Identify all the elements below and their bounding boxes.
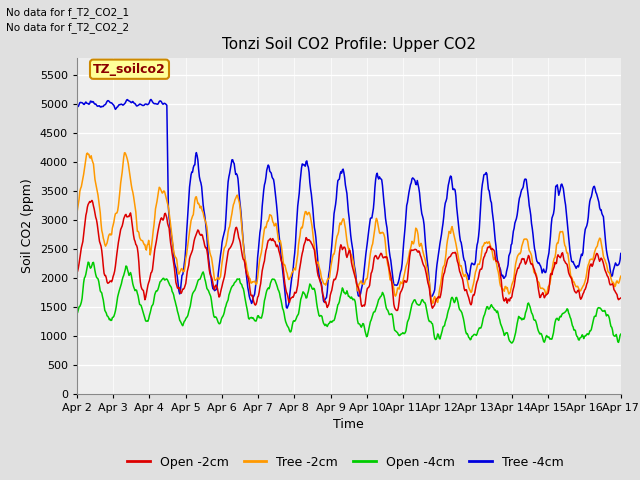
Legend: Open -2cm, Tree -2cm, Open -4cm, Tree -4cm: Open -2cm, Tree -2cm, Open -4cm, Tree -4… (122, 451, 569, 474)
Y-axis label: Soil CO2 (ppm): Soil CO2 (ppm) (21, 178, 34, 273)
Text: No data for f_T2_CO2_1: No data for f_T2_CO2_1 (6, 7, 129, 18)
Text: TZ_soilco2: TZ_soilco2 (93, 63, 166, 76)
Title: Tonzi Soil CO2 Profile: Upper CO2: Tonzi Soil CO2 Profile: Upper CO2 (222, 37, 476, 52)
Text: No data for f_T2_CO2_2: No data for f_T2_CO2_2 (6, 22, 129, 33)
X-axis label: Time: Time (333, 418, 364, 431)
